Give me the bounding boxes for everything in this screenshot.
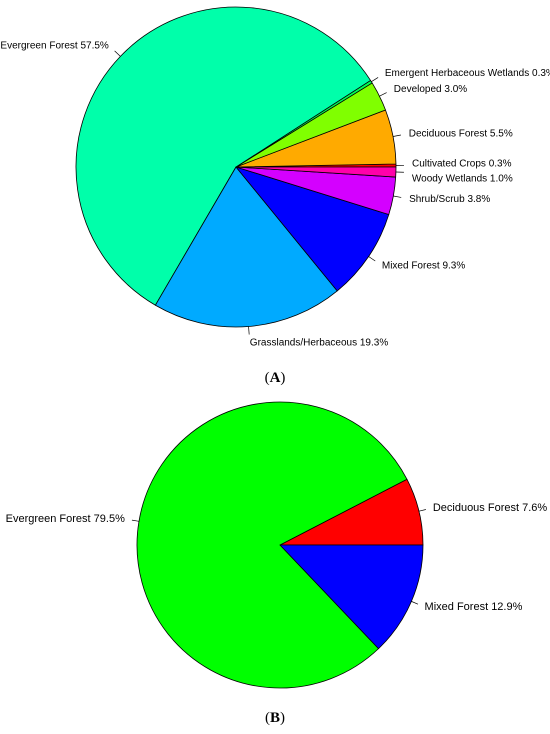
label-value-cultivated-crops: 0.3% bbox=[489, 158, 512, 169]
tick-evergreen-forest bbox=[131, 519, 140, 522]
label-mixed-forest: Mixed Forest 12.9% bbox=[425, 601, 523, 613]
label-value-woody-wetlands: 1.0% bbox=[490, 173, 513, 184]
label-name-deciduous-forest: Deciduous Forest bbox=[433, 502, 519, 514]
label-name-evergreen-forest: Evergreen Forest bbox=[6, 513, 91, 525]
label-name-grasslands-herbaceous: Grasslands/Herbaceous bbox=[250, 337, 357, 348]
label-developed: Developed 3.0% bbox=[394, 84, 467, 95]
label-value-deciduous-forest: 5.5% bbox=[490, 128, 513, 139]
tick-deciduous-forest bbox=[418, 509, 426, 512]
slice-evergreen-forest bbox=[75, 6, 371, 306]
tick-mixed-forest bbox=[411, 601, 419, 605]
label-emergent-herbaceous-wetlands: Emergent Herbaceous Wetlands 0.3% bbox=[385, 68, 550, 79]
label-value-emergent-herbaceous-wetlands: 0.3% bbox=[532, 68, 550, 79]
label-name-developed: Developed bbox=[394, 84, 442, 95]
label-value-evergreen-forest: 79.5% bbox=[94, 513, 125, 525]
label-name-mixed-forest: Mixed Forest bbox=[425, 601, 489, 613]
label-name-cultivated-crops: Cultivated Crops bbox=[412, 158, 486, 169]
slice-mixed-forest bbox=[279, 544, 424, 650]
label-value-grasslands-herbaceous: 19.3% bbox=[360, 337, 388, 348]
slice-grasslands-herbaceous bbox=[155, 166, 338, 328]
label-value-deciduous-forest: 7.6% bbox=[522, 502, 547, 514]
label-deciduous-forest: Deciduous Forest 5.5% bbox=[409, 128, 513, 139]
slice-mixed-forest bbox=[235, 166, 390, 292]
tick-shrub-scrub bbox=[393, 195, 402, 198]
label-shrub-scrub: Shrub/Scrub 3.8% bbox=[409, 194, 490, 205]
label-grasslands-herbaceous: Grasslands/Herbaceous 19.3% bbox=[250, 337, 389, 348]
label-name-mixed-forest: Mixed Forest bbox=[382, 260, 440, 271]
caption-a: (A) bbox=[265, 370, 286, 386]
label-woody-wetlands: Woody Wetlands 1.0% bbox=[412, 173, 513, 184]
label-name-evergreen-forest: Evergreen Forest bbox=[0, 40, 77, 51]
label-name-emergent-herbaceous-wetlands: Emergent Herbaceous Wetlands bbox=[385, 68, 529, 79]
tick-grasslands-herbaceous bbox=[248, 326, 250, 335]
label-cultivated-crops: Cultivated Crops 0.3% bbox=[412, 158, 512, 169]
label-value-developed: 3.0% bbox=[444, 84, 467, 95]
label-name-woody-wetlands: Woody Wetlands bbox=[412, 173, 487, 184]
tick-evergreen-forest bbox=[114, 50, 121, 57]
pie-chart-a: Cultivated Crops 0.3% Deciduous Forest 5.… bbox=[0, 6, 550, 348]
tick-deciduous-forest bbox=[393, 134, 401, 137]
label-evergreen-forest: Evergreen Forest 57.5% bbox=[0, 40, 109, 51]
label-name-deciduous-forest: Deciduous Forest bbox=[409, 128, 488, 139]
label-value-evergreen-forest: 57.5% bbox=[80, 40, 108, 51]
label-name-shrub-scrub: Shrub/Scrub bbox=[409, 194, 465, 205]
caption-b-letter: B bbox=[270, 710, 280, 726]
tick-developed bbox=[379, 92, 387, 97]
pie-chart-b: Deciduous Forest 7.6% Evergreen Forest 79… bbox=[6, 401, 548, 689]
label-value-mixed-forest: 9.3% bbox=[442, 260, 465, 271]
label-value-shrub-scrub: 3.8% bbox=[467, 194, 490, 205]
slice-woody-wetlands bbox=[235, 166, 397, 178]
label-deciduous-forest: Deciduous Forest 7.6% bbox=[433, 502, 548, 514]
tick-emergent-herbaceous-wetlands bbox=[371, 77, 379, 82]
caption-b: (B) bbox=[265, 710, 285, 726]
caption-a-letter: A bbox=[270, 370, 281, 386]
label-evergreen-forest: Evergreen Forest 79.5% bbox=[6, 513, 125, 525]
tick-mixed-forest bbox=[368, 256, 376, 262]
label-value-mixed-forest: 12.9% bbox=[491, 601, 522, 613]
label-mixed-forest: Mixed Forest 9.3% bbox=[382, 260, 465, 271]
